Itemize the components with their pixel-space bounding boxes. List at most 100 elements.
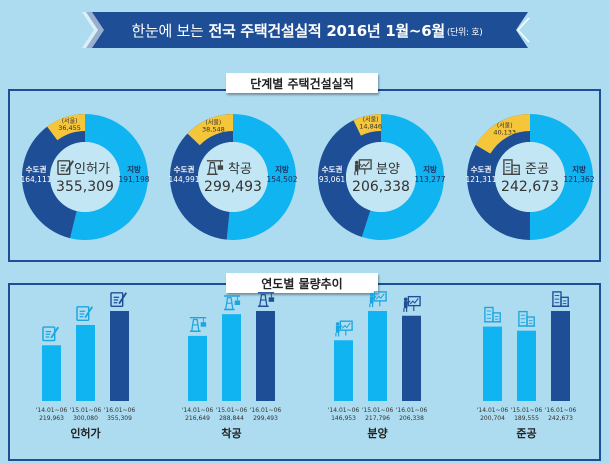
sudogwon-name: 수도권 xyxy=(471,164,492,174)
document-pen-icon xyxy=(42,326,60,342)
donut-title: 인허가 xyxy=(74,162,110,177)
bar-category-label: '16.01~06 xyxy=(545,407,577,414)
sudogwon-value: 121,311 xyxy=(465,175,496,184)
person-arm xyxy=(407,300,411,304)
presentation-icon xyxy=(335,320,353,337)
person-arm xyxy=(339,325,343,328)
document-pen-icon xyxy=(57,160,75,176)
bar-category-label: '15.01~06 xyxy=(70,407,102,414)
bar-value-label: 242,673 xyxy=(548,415,573,422)
slice-sudogwon xyxy=(22,114,86,239)
bar-category-label: '16.01~06 xyxy=(250,407,282,414)
bar-value-label: 189,555 xyxy=(514,415,539,422)
board-line xyxy=(360,161,370,168)
bar xyxy=(402,315,421,401)
bar-category-label: '14.01~06 xyxy=(36,407,68,414)
slice-jibang xyxy=(361,114,445,240)
bar-value-label: 146,953 xyxy=(331,415,356,422)
donut-title: 착공 xyxy=(228,162,252,177)
bar-category-label: '15.01~06 xyxy=(511,407,543,414)
presentation-icon xyxy=(403,295,421,312)
sudogwon-name: 수도권 xyxy=(26,164,47,174)
bar xyxy=(256,311,275,401)
slice-seoul xyxy=(187,114,233,146)
slice-jibang xyxy=(70,114,149,240)
banner-ribbon xyxy=(82,12,530,48)
bar-value-label: 217,796 xyxy=(365,415,390,422)
donut-hole xyxy=(495,142,565,212)
seoul-value: 36,455 xyxy=(58,124,81,132)
document-pen-icon xyxy=(110,292,128,308)
building-icon xyxy=(503,159,521,175)
bar xyxy=(368,311,387,401)
crane-icon xyxy=(206,160,224,176)
board-line xyxy=(409,298,419,305)
person-body xyxy=(354,164,359,172)
title-main: 전국 주택건설실적 2016년 1월~6월 xyxy=(208,21,445,40)
presentation-icon xyxy=(354,159,372,176)
title-unit: (단위: 호) xyxy=(446,28,483,38)
title-prefix: 한눈에 보는 xyxy=(131,21,204,40)
bar xyxy=(483,326,502,401)
bar-category-label: '14.01~06 xyxy=(182,407,214,414)
jibang-name: 지방 xyxy=(127,164,141,174)
bar-category-label: '16.01~06 xyxy=(396,407,428,414)
seoul-value: 38,548 xyxy=(202,125,225,133)
seoul-value: 14,846 xyxy=(359,122,382,130)
person-head xyxy=(369,292,374,297)
pen xyxy=(50,326,60,339)
jibang-value: 113,277 xyxy=(414,175,445,184)
jibang-value: 121,362 xyxy=(563,175,594,184)
slice-sudogwon xyxy=(318,114,381,238)
pen xyxy=(84,306,94,319)
jibang-name: 지방 xyxy=(423,164,437,174)
section-label-stage: 단계별 주택건설실적 xyxy=(226,73,378,93)
slice-seoul xyxy=(47,114,85,141)
donut-hole xyxy=(198,142,268,212)
bar xyxy=(42,345,61,401)
slice-jibang xyxy=(226,114,296,240)
slice-seoul xyxy=(475,114,530,154)
building-short xyxy=(492,312,501,323)
person-head xyxy=(403,297,408,302)
donut-total: 242,673 xyxy=(501,179,559,195)
sudogwon-value: 144,991 xyxy=(168,175,199,184)
board xyxy=(358,159,372,170)
bar-value-label: 206,338 xyxy=(399,415,424,422)
jibang-name: 지방 xyxy=(572,164,586,174)
crane-icon xyxy=(223,295,241,311)
bar-group-title: 착공 xyxy=(221,426,241,440)
bar-category-label: '16.01~06 xyxy=(104,407,136,414)
board xyxy=(339,320,353,331)
bar-group-title: 분양 xyxy=(367,426,387,440)
pen xyxy=(65,160,75,173)
seoul-name: (서울) xyxy=(497,121,513,129)
person-head xyxy=(335,322,340,326)
building-icon xyxy=(484,306,502,323)
board-line xyxy=(341,322,351,329)
person-body xyxy=(335,325,340,333)
bar xyxy=(110,311,129,401)
building-icon xyxy=(552,291,570,307)
pen xyxy=(118,292,128,305)
donut-hole xyxy=(50,142,120,212)
bar-category-label: '15.01~06 xyxy=(216,407,248,414)
building-icon xyxy=(518,310,536,327)
sudogwon-name: 수도권 xyxy=(322,164,343,174)
donut-total: 206,338 xyxy=(352,179,410,195)
person-body xyxy=(403,301,408,309)
sudogwon-value: 93,061 xyxy=(319,175,345,184)
donut-total: 299,493 xyxy=(204,179,262,195)
slice-seoul xyxy=(353,114,381,136)
section-label-trend: 연도별 물량추이 xyxy=(226,273,378,293)
bar-value-label: 299,493 xyxy=(253,415,278,422)
jibang-value: 154,502 xyxy=(266,175,297,184)
bar xyxy=(334,340,353,401)
bar xyxy=(76,324,95,401)
